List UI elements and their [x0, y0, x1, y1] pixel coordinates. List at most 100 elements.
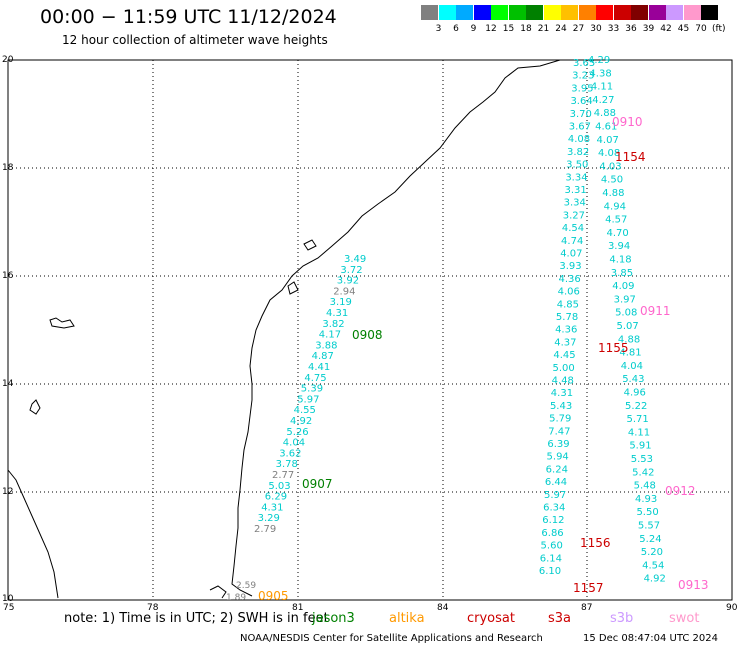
wave-height-value: 6.12 [542, 515, 564, 526]
wave-height-value: 5.97 [297, 394, 319, 405]
color-swatch [596, 5, 613, 20]
color-scale-label: 70 [695, 24, 707, 34]
latitude-tick-label: 16 [2, 271, 14, 281]
wave-height-value: 3.88 [315, 340, 337, 351]
wave-height-value: 4.88 [618, 334, 640, 345]
longitude-tick-label: 78 [147, 603, 159, 613]
color-scale-unit: (ft) [712, 24, 726, 34]
wave-height-value: 7.47 [548, 426, 570, 437]
longitude-tick-label: 81 [292, 603, 304, 613]
wave-height-value: 4.04 [283, 438, 305, 449]
wave-height-value: 4.31 [551, 388, 573, 399]
wave-height-value: 6.34 [543, 503, 565, 514]
generated-timestamp: 15 Dec 08:47:04 UTC 2024 [583, 633, 718, 644]
color-swatch [561, 5, 578, 20]
legend-jason3: jason3 [312, 611, 355, 626]
pass-time-label: 1154 [615, 150, 646, 164]
wave-height-value: 5.78 [556, 312, 578, 323]
wave-height-value: 2.77 [272, 470, 294, 481]
wave-height-value: 4.07 [560, 249, 582, 260]
wave-height-value: 3.34 [564, 198, 586, 209]
wave-height-value: 5.79 [549, 414, 571, 425]
wave-height-value: 3.27 [563, 210, 585, 221]
color-swatch [701, 5, 718, 20]
coastline [7, 59, 561, 599]
wave-height-value: 4.11 [591, 82, 613, 93]
color-swatch [683, 5, 701, 20]
latitude-tick-label: 14 [2, 379, 14, 389]
wave-height-value: 4.81 [619, 348, 641, 359]
wave-height-value: 4.92 [290, 416, 312, 427]
wave-height-value: 3.34 [565, 172, 587, 183]
wave-height-value: 3.82 [567, 147, 589, 158]
wave-height-value: 6.44 [545, 477, 567, 488]
wave-height-value: 5.42 [632, 467, 654, 478]
color-swatch [438, 5, 456, 20]
wave-height-value: 4.93 [635, 494, 657, 505]
wave-height-value: 5.50 [636, 507, 658, 518]
wave-height-value: 4.54 [562, 223, 584, 234]
wave-height-value: 4.75 [304, 373, 326, 384]
color-scale-label: 30 [590, 24, 602, 34]
pass-time-label: 1155 [598, 341, 629, 355]
color-scale-label: 12 [485, 24, 497, 34]
color-swatch [421, 5, 438, 20]
color-scale-label: 33 [607, 24, 620, 34]
pass-time-label: 0912 [665, 484, 696, 498]
wave-height-value: 4.74 [561, 236, 583, 247]
wave-height-value: 4.61 [595, 122, 617, 133]
wave-height-value: 6.39 [547, 439, 569, 450]
map-title: 00:00 − 11:59 UTC 11/12/2024 [40, 6, 337, 28]
wave-height-value: 5.24 [639, 534, 661, 545]
wave-height-value: 4.08 [598, 148, 620, 159]
wave-height-value: 4.09 [612, 281, 634, 292]
wave-height-value: 3.97 [614, 294, 636, 305]
legend-altika: altika [389, 611, 425, 626]
wave-height-value: 5.94 [547, 452, 569, 463]
wave-height-value: 5.08 [615, 308, 637, 319]
wave-height-value: 3.31 [564, 185, 586, 196]
legend-swot: swot [669, 611, 700, 626]
color-scale-label: 15 [502, 24, 515, 34]
wave-height-value: 5.26 [286, 427, 308, 438]
wave-height-value: 3.70 [570, 109, 592, 120]
wave-height-value: 1.89 [226, 593, 246, 603]
wave-height-value: 4.36 [555, 325, 577, 336]
pass-time-label: 0913 [678, 578, 709, 592]
pass-time-label: 0905 [258, 589, 289, 603]
wave-height-value: 4.38 [589, 68, 611, 79]
wave-height-value: 5.60 [541, 541, 563, 552]
wave-height-value: 3.29 [258, 513, 280, 524]
color-scale-label: 18 [520, 24, 532, 34]
wave-height-value: 4.31 [261, 502, 283, 513]
wave-height-value: 4.57 [605, 215, 627, 226]
wave-height-value: 3.94 [608, 241, 630, 252]
wave-height-value: 4.87 [312, 351, 334, 362]
pass-time-label: 1157 [573, 581, 604, 595]
longitude-tick-label: 84 [437, 603, 449, 613]
color-scale-label: 42 [660, 24, 672, 34]
color-swatch [666, 5, 683, 20]
wave-height-value: 5.00 [553, 363, 575, 374]
wave-height-value: 4.70 [607, 228, 629, 239]
wave-height-value: 3.50 [566, 160, 588, 171]
wave-height-value: 4.17 [319, 330, 341, 341]
wave-height-value: 3.72 [340, 265, 362, 276]
color-scale-label: 21 [537, 24, 550, 34]
color-swatch [456, 5, 473, 20]
wave-height-value: 3.92 [337, 276, 359, 287]
wave-height-value: 3.64 [570, 96, 592, 107]
wave-height-value: 4.07 [597, 135, 619, 146]
wave-height-value: 4.96 [624, 388, 646, 399]
wave-height-value: 5.03 [268, 481, 290, 492]
wave-height-value: 5.53 [631, 454, 653, 465]
wave-height-value: 2.59 [236, 581, 256, 591]
color-scale-label: 3 [435, 24, 442, 34]
wave-height-value: 4.11 [628, 427, 650, 438]
map-subtitle: 12 hour collection of altimeter wave hei… [62, 33, 328, 47]
color-scale-label: 39 [642, 24, 655, 34]
wave-height-value: 3.78 [276, 459, 298, 470]
legend-cryosat: cryosat [467, 611, 515, 626]
wave-height-value: 4.18 [609, 255, 631, 266]
